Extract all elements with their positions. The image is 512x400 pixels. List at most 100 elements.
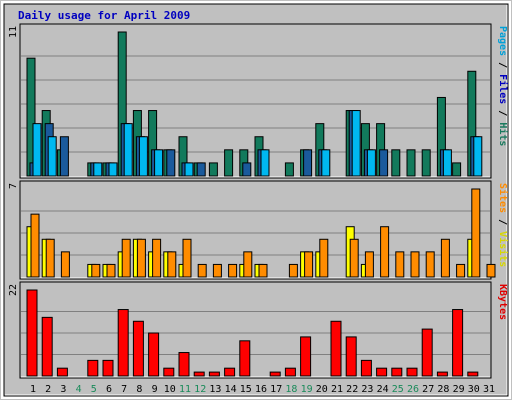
bar-files-day-24 [379,149,389,177]
bar-sites-day-10 [167,251,177,278]
legend-entry: Visits [497,231,509,267]
bar-sites-day-30 [471,188,481,278]
x-tick-label: 27 [422,384,434,395]
bar-sites-day-27 [425,251,435,278]
y-max-label: 11 [8,26,19,38]
bar-sites-day-22 [349,238,359,278]
bar-kbytes-day-22 [345,336,357,377]
x-tick-label: 12 [194,384,206,395]
x-tick-label: 3 [60,384,66,395]
bar-sites-day-16 [258,263,268,278]
bar-kbytes-day-8 [132,320,144,377]
bar-kbytes-day-21 [330,320,342,377]
bar-kbytes-day-24 [376,367,388,377]
bar-kbytes-day-30 [467,371,479,377]
panel-hits-files-pages: 11 Pages / Files / Hits [8,23,509,179]
bar-kbytes-day-1 [26,289,38,377]
x-tick-label: 4 [76,384,82,395]
series-legend: Pages / Files / Hits [497,26,509,146]
chart-panels: 11 Pages / Files / Hits 7 Sites / Visits 22 K… [8,23,509,379]
bar-sites-day-18 [288,263,298,278]
bar-kbytes-day-25 [391,367,403,377]
bar-sites-day-3 [60,251,70,278]
bar-hits-day-18 [284,162,294,177]
bar-sites-day-1 [30,213,40,278]
bar-kbytes-day-18 [284,367,296,377]
chart-title: Daily usage for April 2009 [18,9,190,22]
x-tick-label: 9 [152,384,158,395]
bar-files-day-3 [59,136,69,177]
bar-pages-day-7 [123,123,133,177]
x-tick-label: 26 [407,384,419,395]
bar-sites-day-15 [243,251,253,278]
bar-pages-day-30 [473,136,483,177]
bar-kbytes-day-2 [41,316,53,377]
panel-frame [19,281,492,379]
series-legend: Sites / Visits [497,183,509,267]
bar-files-day-10 [166,149,176,177]
bar-kbytes-day-23 [360,359,372,377]
bar-pages-day-20 [321,149,331,177]
x-tick-label: 20 [316,384,328,395]
bar-kbytes-day-10 [163,367,175,377]
bar-kbytes-day-15 [239,340,251,377]
bar-pages-day-1 [32,123,42,177]
legend-entry: Pages [497,26,508,56]
x-tick-label: 30 [468,384,480,395]
x-tick-label: 13 [209,384,221,395]
bar-sites-day-20 [319,238,329,278]
legend-entry: Files [497,74,509,104]
bar-sites-day-25 [395,251,405,278]
x-axis-day-labels: 1 2 3 4 5 6 7 8 9 10 11 12 13 14 15 16 17 18 19 20 21 22 23 24 2… [30,384,495,395]
bar-sites-day-11 [182,238,192,278]
x-tick-label: 22 [346,384,358,395]
bar-files-day-12 [196,162,206,177]
bar-sites-day-7 [121,238,131,278]
x-tick-label: 14 [225,384,237,395]
bar-pages-day-11 [184,162,194,177]
legend-entry: Hits [497,122,509,146]
bar-pages-day-9 [154,149,164,177]
bar-sites-day-24 [380,226,390,278]
bar-sites-day-12 [197,263,207,278]
bar-kbytes-day-27 [421,328,433,377]
bar-sites-day-13 [212,263,222,278]
bar-hits-day-29 [452,162,462,177]
x-tick-label: 1 [30,384,36,395]
y-max-label: 22 [8,284,19,296]
x-tick-label: 21 [331,384,343,395]
x-tick-label: 5 [91,384,97,395]
bar-kbytes-day-28 [436,371,448,377]
x-tick-label: 11 [179,384,191,395]
bar-sites-day-8 [136,238,146,278]
bar-sites-day-14 [228,263,238,278]
bar-hits-day-27 [421,149,431,177]
bar-pages-day-22 [351,110,361,177]
legend-entry: / [497,56,508,74]
bar-kbytes-day-5 [87,359,99,377]
x-tick-label: 23 [361,384,373,395]
panel-kbytes: 22 KBytes [8,281,508,379]
x-tick-label: 2 [45,384,51,395]
x-tick-label: 10 [164,384,176,395]
bar-pages-day-5 [93,162,103,177]
x-tick-label: 19 [301,384,313,395]
bar-sites-day-26 [410,251,420,278]
bar-kbytes-day-9 [148,332,160,377]
y-max-label: 7 [8,183,19,189]
bar-sites-day-29 [456,263,466,278]
bar-sites-day-9 [152,238,162,278]
bar-pages-day-16 [260,149,270,177]
bar-kbytes-day-3 [56,367,68,377]
bar-sites-day-19 [304,251,314,278]
panel-visits-sites: 7 Sites / Visits [8,180,509,280]
bar-files-day-15 [242,162,252,177]
x-tick-label: 7 [121,384,127,395]
bar-pages-day-2 [47,136,57,177]
bar-kbytes-day-14 [224,367,236,377]
x-tick-label: 28 [437,384,449,395]
bar-kbytes-day-11 [178,352,190,377]
x-tick-label: 15 [240,384,252,395]
bar-kbytes-day-13 [208,371,220,377]
bar-sites-day-31 [486,263,496,278]
